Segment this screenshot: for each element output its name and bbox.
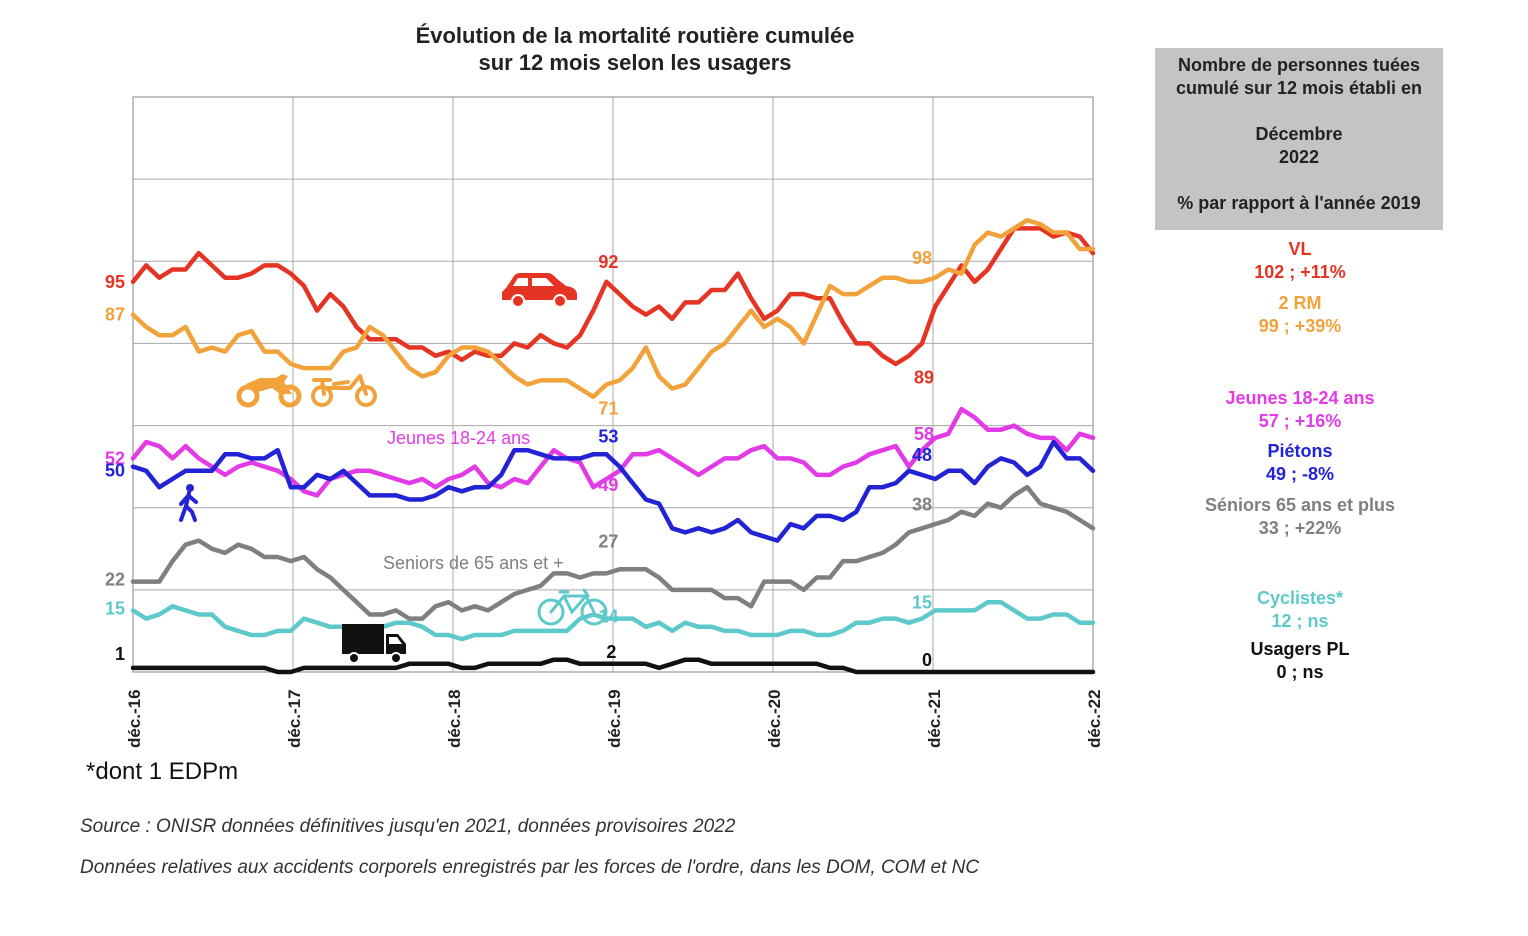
legend-vl: VL 102 ; +11% (1155, 238, 1445, 284)
value-label-jeunes-18-24-ans: 52 (105, 448, 125, 468)
series-line-2-rm (130, 217, 1096, 400)
x-tick-label: déc.-21 (925, 689, 944, 748)
series-line-vl (130, 226, 1096, 367)
legend-cyclistes-name: Cyclistes* (1256, 588, 1344, 608)
value-label-pietons: 48 (912, 445, 932, 465)
value-label-usagers-pl: 1 (115, 644, 125, 664)
series-line-cyclistes (130, 599, 1096, 642)
info-box-line5: % par rapport à l'année 2019 (1177, 193, 1421, 213)
inline-label-seniors-65-ans-et-plus: Seniors de 65 ans et + (383, 553, 564, 573)
x-tick-label: déc.-17 (285, 689, 304, 748)
source-line1: Source : ONISR données définitives jusqu… (80, 816, 736, 837)
legend-2rm-name: 2 RM (1278, 293, 1322, 313)
value-label-cyclistes: 15 (105, 598, 125, 618)
value-label-jeunes-18-24-ans: 58 (914, 424, 934, 444)
pedestrian-icon (179, 484, 198, 522)
legend-2rm: 2 RM 99 ; +39% (1155, 292, 1445, 338)
value-label-jeunes-18-24-ans: 49 (598, 475, 618, 495)
value-label-pietons: 53 (598, 426, 618, 446)
legend-seniors: Séniors 65 ans et plus 33 ; +22% (1155, 494, 1445, 540)
value-label-vl: 95 (105, 272, 125, 292)
value-label-usagers-pl: 2 (606, 642, 616, 662)
legend-pl-value: 0 ; ns (1276, 662, 1324, 682)
value-label-usagers-pl: 0 (922, 650, 932, 670)
truck-icon (342, 624, 406, 664)
legend-vl-name: VL (1288, 239, 1312, 259)
x-tick-label: déc.-22 (1085, 689, 1104, 748)
chart-series (130, 217, 1096, 675)
x-tick-label: déc.-16 (125, 689, 144, 748)
legend-pietons-name: Piétons (1267, 441, 1333, 461)
info-box-line1: Nombre de personnes tuées (1177, 55, 1421, 75)
chart-icons (179, 273, 608, 664)
value-label-cyclistes: 14 (598, 607, 618, 627)
info-box-line4: 2022 (1278, 147, 1320, 167)
x-tick-label: déc.-19 (605, 689, 624, 748)
bicycle-icon (537, 588, 608, 626)
legend-vl-value: 102 ; +11% (1254, 262, 1346, 282)
legend-pietons: Piétons 49 ; -8% (1155, 440, 1445, 486)
value-label-seniors-65-ans-et-plus: 38 (912, 494, 932, 514)
value-label-pietons: 50 (105, 461, 125, 481)
moped-icon (311, 374, 377, 407)
legend-jeunes-value: 57 ; +16% (1258, 411, 1342, 431)
chart-title-line2: sur 12 mois selon les usagers (478, 50, 792, 75)
inline-label-jeunes-18-24-ans: Jeunes 18-24 ans (387, 428, 530, 448)
legend-seniors-name: Séniors 65 ans et plus (1204, 495, 1396, 515)
chart-title-line1: Évolution de la mortalité routière cumul… (415, 23, 855, 48)
footnote: *dont 1 EDPm (86, 758, 239, 785)
series-line-jeunes-18-24-ans (130, 406, 1096, 498)
legend-pl-name: Usagers PL (1250, 639, 1350, 659)
legend-seniors-value: 33 ; +22% (1258, 518, 1342, 538)
legend-jeunes: Jeunes 18-24 ans 57 ; +16% (1155, 387, 1445, 433)
value-label-2-rm: 71 (598, 399, 618, 419)
info-box-line2: cumulé sur 12 mois établi en (1175, 78, 1423, 98)
series-line-pietons (130, 439, 1096, 543)
info-box-line3: Décembre (1255, 124, 1343, 144)
value-label-vl: 89 (914, 367, 934, 387)
legend-cyclistes: Cyclistes* 12 ; ns (1155, 587, 1445, 633)
value-label-seniors-65-ans-et-plus: 27 (598, 531, 618, 551)
value-label-cyclistes: 15 (912, 593, 932, 613)
motorcycle-icon (236, 374, 302, 408)
info-box: Nombre de personnes tuées cumulé sur 12 … (1155, 48, 1443, 230)
chart-grid (132, 96, 1094, 673)
value-label-2-rm: 98 (912, 248, 932, 268)
legend-2rm-value: 99 ; +39% (1258, 316, 1342, 336)
x-tick-label: déc.-20 (765, 689, 784, 748)
legend-cyclistes-value: 12 ; ns (1271, 611, 1329, 631)
value-label-2-rm: 87 (105, 305, 125, 325)
value-label-seniors-65-ans-et-plus: 22 (105, 570, 125, 590)
source-line2: Données relatives aux accidents corporel… (80, 857, 980, 878)
car-icon (502, 273, 577, 308)
legend-pl: Usagers PL 0 ; ns (1155, 638, 1445, 684)
chart-title: Évolution de la mortalité routière cumul… (330, 22, 940, 76)
value-label-vl: 92 (598, 252, 618, 272)
legend-pietons-value: 49 ; -8% (1265, 464, 1335, 484)
x-axis-ticks: déc.-16 déc.-17 déc.-18 déc.-19 déc.-20 déc.-… (125, 689, 1104, 748)
x-tick-label: déc.-18 (445, 689, 464, 748)
legend-jeunes-name: Jeunes 18-24 ans (1225, 388, 1375, 408)
series-line-seniors-65-ans-et-plus (130, 484, 1096, 621)
series-line-usagers-pl (130, 657, 1096, 675)
